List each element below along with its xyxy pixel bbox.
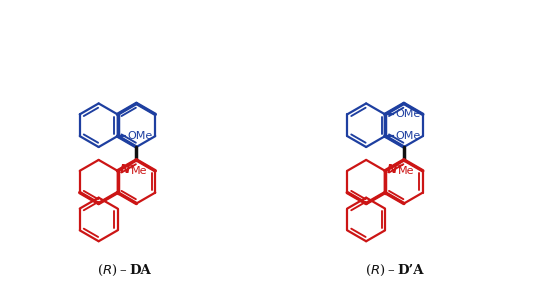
Text: OMe: OMe	[128, 131, 153, 141]
Text: ($R$): ($R$)	[364, 263, 385, 278]
Text: OMe: OMe	[395, 131, 420, 141]
Text: Me: Me	[398, 166, 414, 176]
Text: N: N	[387, 163, 397, 176]
Text: –: –	[387, 264, 393, 278]
Text: DA: DA	[129, 264, 151, 278]
Text: ($R$): ($R$)	[97, 263, 117, 278]
Text: Me: Me	[130, 166, 147, 176]
Text: N: N	[119, 163, 130, 176]
Text: +: +	[128, 161, 135, 171]
Text: OMe: OMe	[395, 109, 420, 119]
Text: +: +	[395, 161, 403, 171]
Text: –: –	[119, 264, 126, 278]
Text: D’A: D’A	[397, 264, 424, 278]
